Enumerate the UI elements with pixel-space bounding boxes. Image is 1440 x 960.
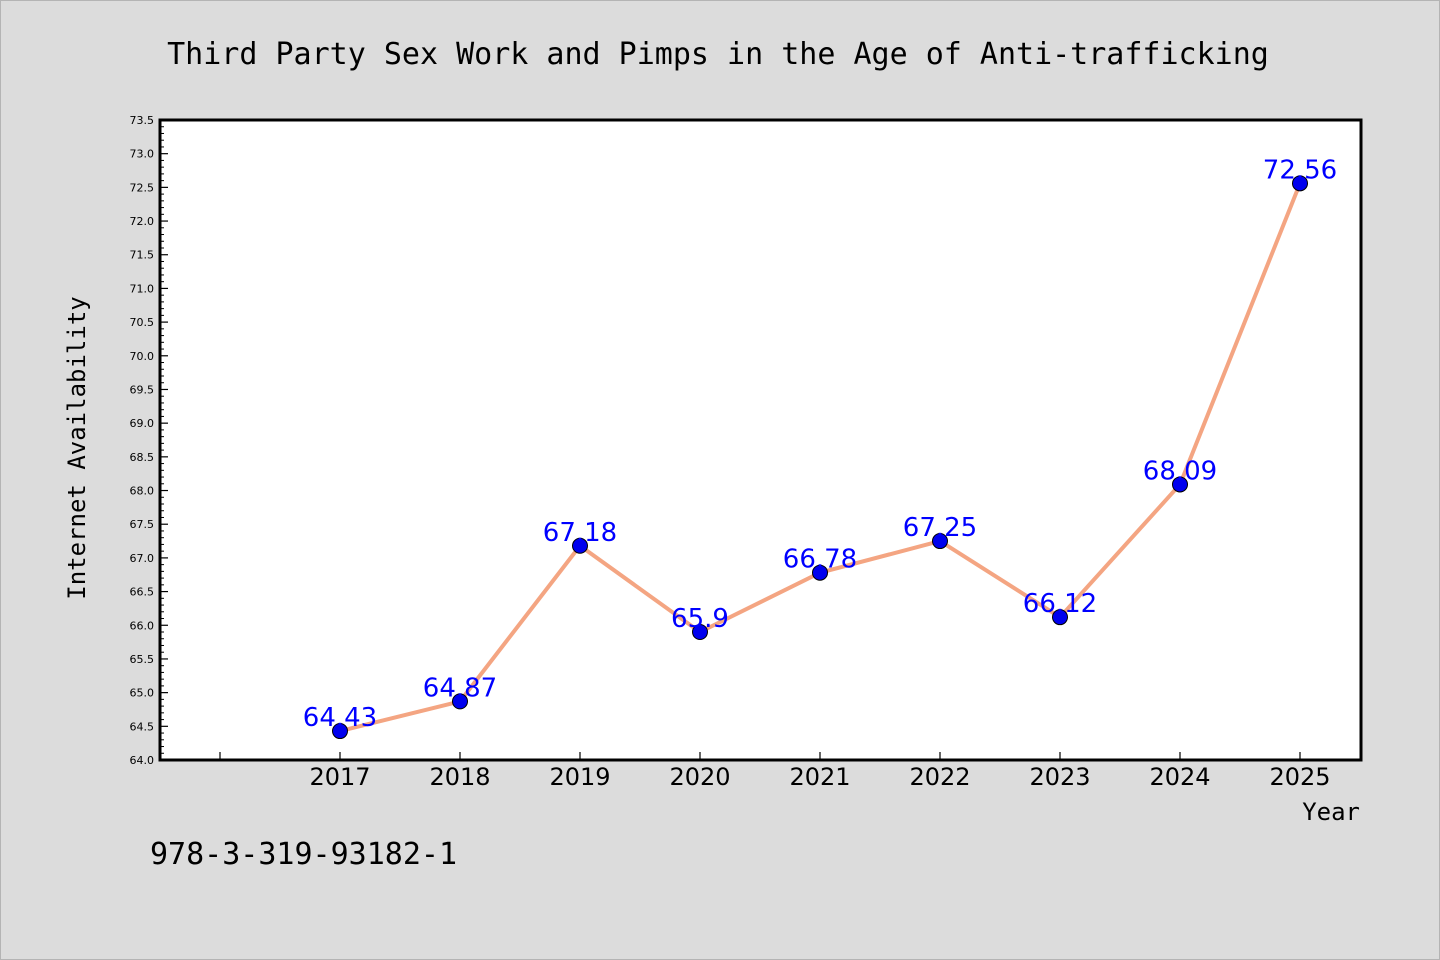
data-point xyxy=(812,564,828,581)
y-tick-label: 71.0 xyxy=(130,282,155,295)
data-point xyxy=(692,624,708,640)
data-point xyxy=(1052,609,1068,626)
y-tick-label: 70.0 xyxy=(130,350,155,363)
y-tick-label: 68.0 xyxy=(130,485,155,498)
data-label: 65.9 xyxy=(671,604,729,634)
x-tick-label: 2018 xyxy=(429,763,490,791)
x-tick-label: 2023 xyxy=(1029,763,1090,791)
x-axis-label: Year xyxy=(1302,798,1360,826)
data-point xyxy=(452,693,468,710)
data-label: 64.43 xyxy=(303,703,377,733)
series-layer: 64.43 64.87 67.18 65.9 66.78 67.25 66.12 68.09 7… xyxy=(303,155,1337,740)
y-tick-label: 70.5 xyxy=(130,316,155,329)
x-tick-label: 2017 xyxy=(309,763,370,791)
y-tick-label: 68.5 xyxy=(130,451,155,464)
x-tick-label: 2024 xyxy=(1149,763,1210,791)
y-tick-label: 66.5 xyxy=(130,586,155,599)
x-tick-label: 2025 xyxy=(1269,763,1330,791)
y-tick-label: 65.5 xyxy=(130,653,155,666)
data-label: 64.87 xyxy=(423,673,497,703)
y-tick-label: 66.0 xyxy=(130,619,155,632)
x-tick-label: 2021 xyxy=(789,763,850,791)
y-axis-label: Internet Availability xyxy=(63,296,91,599)
data-label: 68.09 xyxy=(1143,456,1217,486)
data-label: 67.18 xyxy=(543,518,617,548)
data-label: 66.78 xyxy=(783,545,857,575)
chart-title: Third Party Sex Work and Pimps in the Ag… xyxy=(167,37,1269,72)
x-tick-label: 2020 xyxy=(669,763,730,791)
y-tick-label: 69.5 xyxy=(130,383,155,396)
y-tick-label: 72.5 xyxy=(130,181,155,194)
y-axis: 64.0 64.5 65.0 65.5 66.0 66.5 67.0 67.5 68.0 68.5… xyxy=(130,114,168,767)
data-point xyxy=(332,723,348,740)
y-tick-label: 64.0 xyxy=(130,754,155,767)
data-label: 72.56 xyxy=(1263,155,1337,185)
x-axis: 2017 2018 2019 2020 2021 2022 2023 2024 2025 xyxy=(219,752,1331,791)
isbn-caption: 978-3-319-93182-1 xyxy=(150,837,457,872)
data-point xyxy=(932,533,948,550)
data-point xyxy=(1172,476,1188,493)
x-tick-label: 2022 xyxy=(909,763,970,791)
y-tick-label: 73.0 xyxy=(130,148,155,161)
y-tick-label: 67.0 xyxy=(130,552,155,565)
x-tick-label: 2019 xyxy=(549,763,610,791)
plot-border xyxy=(158,118,1363,762)
data-point xyxy=(1292,175,1308,192)
y-tick-label: 73.5 xyxy=(130,114,155,127)
plot-area xyxy=(160,120,1361,760)
y-tick-label: 64.5 xyxy=(130,720,155,733)
y-tick-label: 72.0 xyxy=(130,215,155,228)
y-tick-label: 67.5 xyxy=(130,518,155,531)
y-tick-label: 65.0 xyxy=(130,687,155,700)
y-tick-label: 71.5 xyxy=(130,249,155,262)
y-tick-label: 69.0 xyxy=(130,417,155,430)
data-label: 66.12 xyxy=(1023,589,1097,619)
data-label: 67.25 xyxy=(903,513,977,543)
data-point xyxy=(572,537,588,554)
